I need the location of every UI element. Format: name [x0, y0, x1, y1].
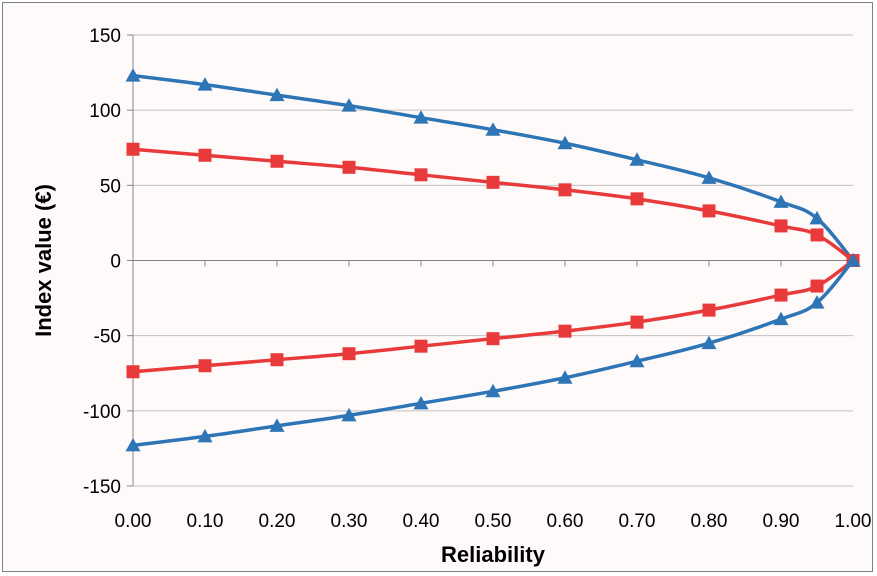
data-point-triangle	[773, 311, 789, 326]
series-2	[126, 142, 860, 267]
data-point-triangle	[197, 77, 213, 91]
y-axis-title: Index value (€)	[31, 184, 56, 337]
x-tick-label: 0.30	[331, 511, 368, 532]
series-line	[132, 259, 855, 448]
y-tick-labels: -150 -100 -50 0 50 100 150	[83, 26, 121, 498]
data-point-square	[270, 353, 284, 367]
data-point-triangle	[341, 98, 357, 112]
x-tick-label: 0.50	[475, 511, 512, 532]
data-point-square	[558, 324, 572, 338]
data-point-square	[414, 168, 428, 182]
data-point-square	[774, 219, 788, 233]
y-tick-label: -150	[83, 477, 121, 498]
data-point-triangle	[125, 68, 141, 82]
x-tick-label: 0.10	[187, 511, 224, 532]
data-point-triangle	[845, 253, 861, 267]
y-tick-label: -50	[94, 327, 121, 348]
data-point-triangle	[413, 110, 429, 124]
x-tick-label: 1.00	[835, 511, 872, 532]
data-point-triangle	[341, 407, 357, 422]
data-point-square	[126, 365, 140, 379]
data-point-square	[702, 303, 716, 317]
y-tick-label: 100	[89, 101, 121, 122]
data-point-square	[558, 183, 572, 197]
data-point-triangle	[629, 353, 645, 368]
data-point-square	[486, 175, 500, 189]
data-point-square	[810, 228, 824, 242]
data-point-triangle	[125, 437, 141, 452]
data-point-triangle	[557, 370, 573, 384]
series-group	[125, 68, 861, 452]
data-point-triangle	[557, 135, 573, 150]
data-point-square	[486, 332, 500, 346]
y-tick-label: -100	[83, 402, 121, 423]
y-tick-label: 0	[110, 252, 121, 273]
series-4	[125, 253, 861, 452]
y-tick-label: 50	[100, 176, 121, 197]
x-tick-label: 0.00	[115, 511, 152, 532]
data-point-square	[630, 315, 644, 329]
series-3	[126, 254, 860, 379]
x-tick-label: 0.70	[619, 511, 656, 532]
y-tick-label: 150	[89, 26, 121, 47]
data-point-square	[810, 279, 824, 293]
gridlines	[133, 34, 853, 487]
data-point-square	[342, 160, 356, 174]
data-point-triangle	[701, 170, 717, 184]
data-point-square	[198, 148, 212, 162]
data-point-square	[198, 359, 212, 373]
data-point-triangle	[485, 122, 501, 136]
data-point-triangle	[269, 418, 285, 432]
series-1	[125, 68, 861, 267]
data-point-square	[702, 204, 716, 218]
series-line	[132, 147, 855, 262]
data-point-square	[414, 339, 428, 353]
data-point-triangle	[485, 383, 501, 398]
x-axis-title: Reliability	[441, 542, 546, 567]
x-tick-label: 0.40	[403, 511, 440, 532]
data-point-square	[126, 142, 140, 156]
data-point-square	[270, 154, 284, 168]
x-tick-label: 0.20	[259, 511, 296, 532]
data-point-triangle	[197, 428, 213, 443]
data-point-triangle	[809, 210, 825, 225]
data-point-triangle	[269, 87, 285, 102]
series-line	[132, 259, 855, 374]
data-point-triangle	[701, 335, 717, 350]
data-point-triangle	[413, 395, 429, 410]
x-tick-label: 0.90	[763, 511, 800, 532]
data-point-triangle	[773, 194, 789, 208]
axes	[127, 34, 854, 487]
x-tick-labels: 0.00 0.10 0.20 0.30 0.40 0.50 0.60 0.70 0.80 0.90…	[115, 511, 872, 532]
data-point-triangle	[809, 295, 825, 309]
x-tick-label: 0.60	[547, 511, 584, 532]
series-line	[132, 73, 855, 262]
data-point-square	[630, 192, 644, 206]
data-point-square	[774, 288, 788, 302]
data-point-triangle	[629, 152, 645, 166]
x-tick-label: 0.80	[691, 511, 728, 532]
data-point-square	[342, 347, 356, 361]
